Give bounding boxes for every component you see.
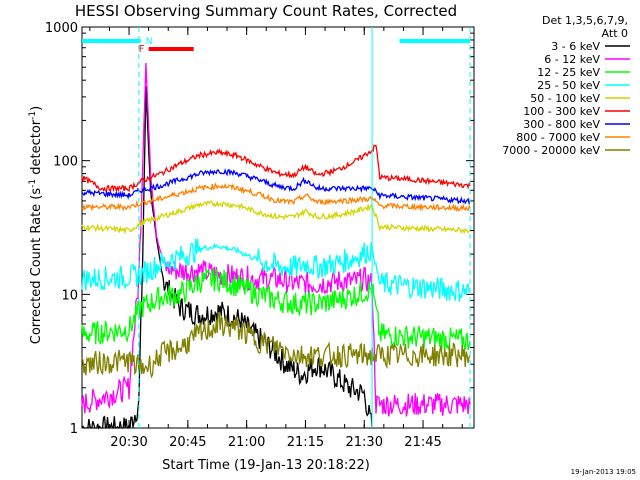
y-axis-label: Corrected Count Rate (s-1 detector-1) <box>28 106 44 344</box>
y-tick-label: 1000 <box>45 21 78 36</box>
series-line <box>81 168 471 206</box>
x-tick-label: 20:30 <box>110 435 147 450</box>
series-group <box>81 62 471 430</box>
legend-header-line1: Det 1,3,5,6,7,9, <box>542 14 628 27</box>
y-tick-label: 100 <box>53 155 78 170</box>
y-tick-label: 1 <box>70 422 78 437</box>
legend-label: 800 - 7000 keV <box>516 131 600 144</box>
legend-label: 7000 - 20000 keV <box>502 144 600 157</box>
plot-axes: 1 10 100 1000 20:30 20:45 21:00 21:15 21:30 21:45 <box>45 21 475 450</box>
series-line <box>81 200 471 235</box>
series-line <box>81 312 471 379</box>
legend-label: 12 - 25 keV <box>537 66 600 79</box>
legend-label: 3 - 6 keV <box>551 40 600 53</box>
flare-label: F <box>139 44 145 55</box>
legend-label: 6 - 12 keV <box>544 53 600 66</box>
svg-text:Corrected Count Rate (s-1 dete: Corrected Count Rate (s-1 detector-1) <box>28 106 44 344</box>
x-tick-label: 21:45 <box>404 435 441 450</box>
x-tick-label: 20:45 <box>169 435 206 450</box>
series-line <box>81 182 471 213</box>
legend-header-line2: Att 0 <box>602 27 628 40</box>
series-line <box>81 86 373 430</box>
series-line <box>81 62 471 417</box>
x-tick-label: 21:15 <box>287 435 324 450</box>
plot-frame <box>81 26 475 429</box>
annotations-group: FN <box>82 27 471 428</box>
x-tick-label: 21:30 <box>346 435 383 450</box>
legend-label: 300 - 800 keV <box>523 118 600 131</box>
y-tick-label: 10 <box>61 288 78 303</box>
legend-label: 25 - 50 keV <box>537 79 600 92</box>
footer-timestamp: 19-Jan-2013 19:05 <box>571 468 636 476</box>
legend-label: 100 - 300 keV <box>523 105 600 118</box>
chart-title: HESSI Observing Summary Count Rates, Cor… <box>75 2 457 20</box>
x-axis-label: Start Time (19-Jan-13 20:18:22) <box>162 458 370 473</box>
legend-label: 50 - 100 keV <box>530 92 600 105</box>
night-label: N <box>146 37 153 47</box>
series-line <box>81 238 471 302</box>
x-tick-label: 21:00 <box>228 435 265 450</box>
series-line <box>81 267 471 351</box>
series-line <box>81 144 471 194</box>
